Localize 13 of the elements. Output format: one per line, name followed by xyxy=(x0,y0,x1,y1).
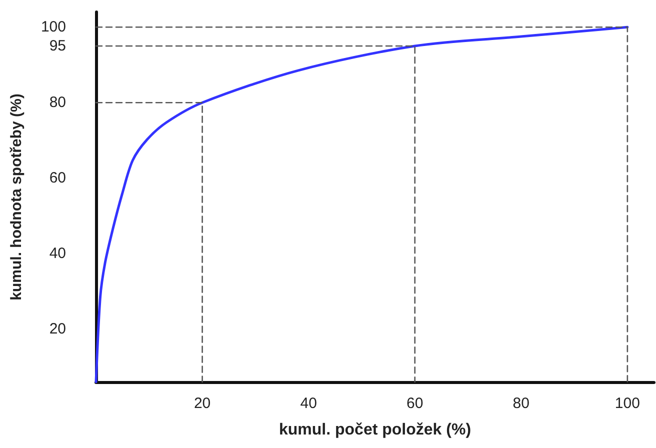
y-tick-label: 95 xyxy=(49,37,66,54)
x-axis-title: kumul. počet položek (%) xyxy=(278,422,472,438)
y-tick-label: 80 xyxy=(49,94,66,112)
x-tick-label: 40 xyxy=(300,395,317,412)
x-tick-label: 80 xyxy=(512,395,530,412)
y-tick-label: 100 xyxy=(40,18,66,36)
x-tick-label: 60 xyxy=(406,395,424,412)
y-tick-label: 40 xyxy=(49,245,66,262)
y-axis-title: kumul. hodnota spotřeby (%) xyxy=(8,94,25,300)
y-tick-label: 20 xyxy=(49,320,66,338)
x-tick-label: 100 xyxy=(614,395,640,412)
y-tick-label: 60 xyxy=(49,170,66,187)
x-tick-label: 20 xyxy=(194,395,211,412)
